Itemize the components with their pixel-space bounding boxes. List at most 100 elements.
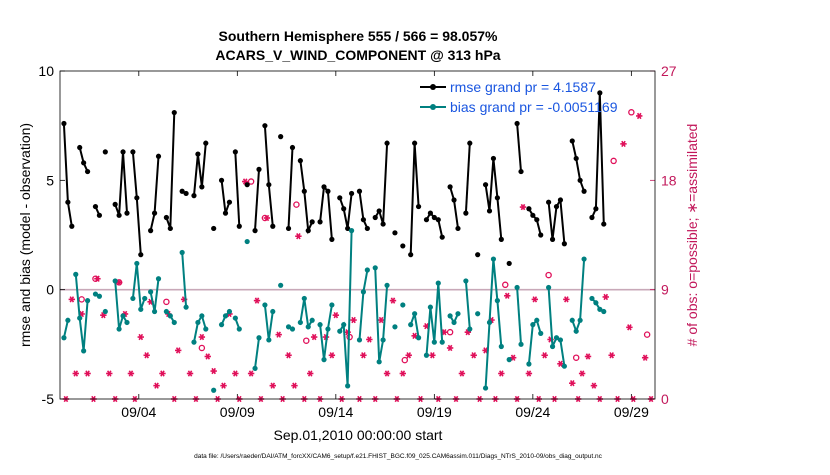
obs-possible-marker xyxy=(247,178,255,185)
series-point xyxy=(345,383,351,389)
series-point xyxy=(546,284,552,291)
series-point xyxy=(569,317,575,323)
series-point xyxy=(356,337,363,343)
series-line-segment xyxy=(464,280,471,330)
series-point xyxy=(415,335,422,341)
chart-title: Southern Hemisphere 555 / 566 = 98.057% xyxy=(219,28,499,44)
series-point xyxy=(439,234,445,240)
series-point xyxy=(380,221,386,227)
series-point xyxy=(102,308,108,315)
series-point xyxy=(222,210,229,216)
series-point xyxy=(400,302,406,308)
series-line-segment xyxy=(74,274,89,352)
series-line-segment xyxy=(181,252,188,308)
series-point xyxy=(534,217,540,223)
series-point xyxy=(601,221,607,227)
series-point xyxy=(244,238,250,245)
x-tick-label: 09/29 xyxy=(614,404,649,420)
series-point xyxy=(376,359,382,365)
y2-axis-label: # of obs: o=possible; ∗=assimilated xyxy=(684,124,700,347)
series-point xyxy=(597,90,603,96)
series-point xyxy=(380,337,386,343)
series-point xyxy=(262,302,268,308)
series-point xyxy=(337,328,343,334)
series-point xyxy=(171,109,177,116)
series-point xyxy=(423,217,430,223)
series-point xyxy=(120,313,126,319)
series-point xyxy=(573,155,579,162)
series-point xyxy=(211,225,217,232)
obs-assimilated-marker xyxy=(350,316,357,324)
series-point xyxy=(77,144,83,151)
series-line-segment xyxy=(299,298,314,330)
obs-assimilated-marker xyxy=(531,296,539,303)
series-point xyxy=(506,357,512,363)
series-point xyxy=(538,232,544,238)
series-point xyxy=(155,153,162,159)
series-point xyxy=(171,319,177,326)
series-point xyxy=(65,199,71,205)
series-point xyxy=(321,357,327,363)
series-point xyxy=(549,343,556,350)
series-line-segment xyxy=(234,151,241,227)
legend-bias-marker xyxy=(430,104,436,110)
series-point xyxy=(467,326,473,332)
series-line-segment xyxy=(254,169,260,231)
obs-possible-marker xyxy=(502,281,509,289)
series-point xyxy=(112,201,118,207)
series-point xyxy=(96,293,103,299)
series-point xyxy=(73,271,79,277)
series-point xyxy=(203,140,209,146)
series-point xyxy=(360,217,367,223)
obs-assimilated-marker xyxy=(247,370,255,377)
obs-assimilated-marker xyxy=(470,352,477,359)
series-point xyxy=(337,195,343,201)
obs-possible-marker xyxy=(610,157,617,165)
series-point xyxy=(412,140,418,146)
obs-assimilated-marker xyxy=(253,297,261,304)
series-point xyxy=(183,304,189,310)
series-point xyxy=(289,144,296,151)
obs-assimilated-marker xyxy=(295,233,302,240)
plot-area xyxy=(60,71,655,399)
series-point xyxy=(120,149,126,155)
y-tick-label: 5 xyxy=(46,172,54,188)
series-point xyxy=(392,324,398,330)
obs-assimilated-marker xyxy=(498,370,505,377)
series-point xyxy=(191,193,197,199)
series-point xyxy=(222,313,229,319)
series-point xyxy=(530,322,536,328)
x-tick-label: 09/09 xyxy=(220,404,255,420)
series-point xyxy=(356,188,363,194)
series-point xyxy=(61,335,67,341)
obs-possible-marker xyxy=(78,296,85,303)
series-point xyxy=(577,177,583,183)
series-point xyxy=(289,326,296,332)
series-line-segment xyxy=(374,143,389,225)
series-point xyxy=(506,260,512,267)
obs-assimilated-marker xyxy=(220,382,227,389)
series-point xyxy=(199,184,205,190)
series-point xyxy=(252,228,258,234)
series-point xyxy=(124,210,130,216)
series-point xyxy=(195,319,201,326)
series-line-segment xyxy=(527,318,542,365)
obs-assimilated-marker xyxy=(641,354,649,361)
obs-assimilated-marker xyxy=(383,370,391,377)
series-line-segment xyxy=(374,267,389,362)
series-point xyxy=(498,343,504,350)
obs-possible-marker xyxy=(572,354,580,361)
series-point xyxy=(514,120,520,127)
series-point xyxy=(581,188,587,194)
series-point xyxy=(546,199,552,205)
obs-assimilated-marker xyxy=(291,382,298,389)
obs-assimilated-marker xyxy=(636,112,643,120)
series-point xyxy=(581,256,587,262)
series-point xyxy=(518,341,524,347)
series-line-segment xyxy=(464,143,471,214)
series-point xyxy=(455,311,461,317)
x-tick-label: 09/24 xyxy=(515,404,550,420)
series-point xyxy=(435,217,441,223)
obs-possible-marker xyxy=(401,356,409,364)
obs-possible-marker xyxy=(198,344,206,352)
